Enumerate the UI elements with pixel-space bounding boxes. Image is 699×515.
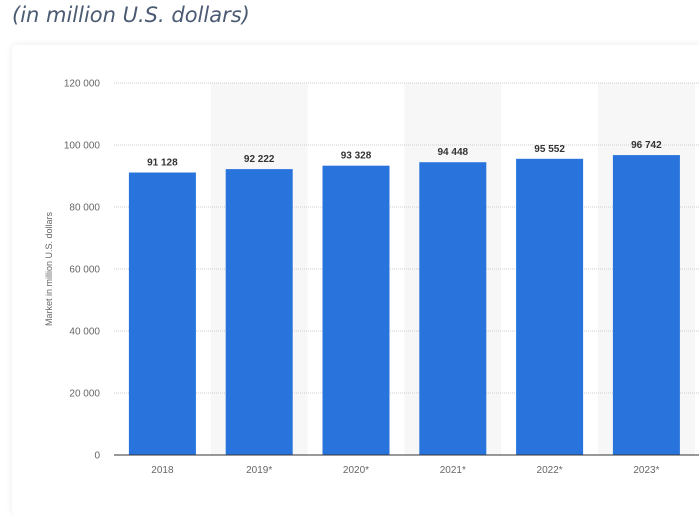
- bar-2022*: [516, 158, 584, 455]
- x-tick-label: 2020*: [343, 465, 369, 476]
- y-tick-label: 20 000: [69, 389, 100, 400]
- y-axis-label: Market in million U.S. dollars: [44, 211, 54, 326]
- data-label: 92 222: [244, 154, 275, 165]
- bar-2021*: [419, 162, 487, 456]
- y-tick-label: 0: [94, 451, 100, 462]
- bar-2023*: [612, 155, 680, 455]
- data-label: 96 742: [631, 140, 662, 151]
- y-tick-label: 60 000: [69, 265, 100, 276]
- y-tick-label: 100 000: [64, 141, 101, 152]
- x-tick-label: 2019*: [246, 465, 272, 476]
- data-label: 91 128: [147, 158, 178, 169]
- x-tick-label: 2022*: [537, 465, 563, 476]
- y-tick-label: 80 000: [69, 203, 100, 214]
- x-tick-label: 2023*: [633, 465, 659, 476]
- bar-2018: [128, 172, 196, 455]
- chart-subtitle: (in million U.S. dollars): [12, 3, 250, 27]
- bar-2019*: [225, 169, 293, 455]
- y-tick-label: 40 000: [69, 327, 100, 338]
- x-tick-label: 2018: [151, 465, 174, 476]
- bar-2020*: [322, 165, 390, 455]
- data-label: 94 448: [438, 147, 469, 158]
- data-label: 95 552: [534, 144, 565, 155]
- y-tick-label: 120 000: [64, 79, 101, 90]
- x-tick-label: 2021*: [440, 465, 466, 476]
- data-label: 93 328: [341, 151, 372, 162]
